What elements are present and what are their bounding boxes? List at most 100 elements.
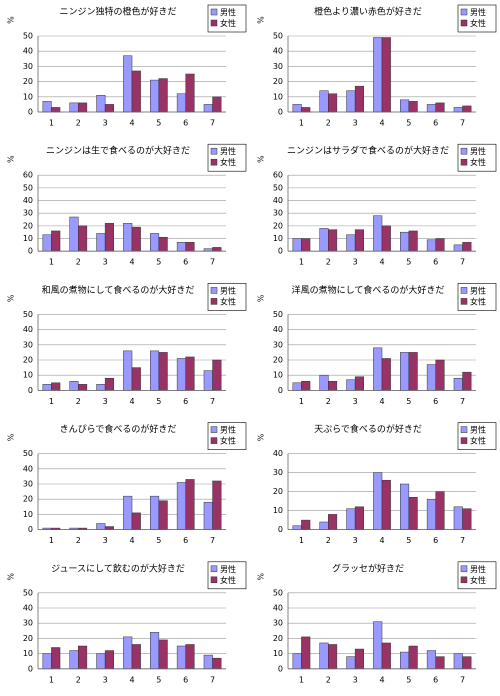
x-tick-label: 4: [129, 397, 134, 406]
x-tick-label: 4: [379, 397, 384, 406]
bar: [435, 656, 445, 670]
legend-label: 男性: [220, 425, 236, 435]
bar: [131, 70, 141, 113]
bar: [176, 482, 186, 530]
y-tick-label: 40: [23, 325, 33, 334]
bar: [150, 495, 160, 530]
y-tick-label: 0: [28, 108, 33, 117]
x-tick-label: 1: [49, 119, 54, 128]
y-tick-label: 40: [23, 196, 33, 205]
x-tick-label: 1: [49, 258, 54, 267]
bar: [203, 104, 213, 113]
bar: [51, 107, 61, 113]
x-tick-label: 2: [76, 675, 81, 684]
bar: [328, 644, 338, 670]
bar: [381, 37, 391, 113]
y-tick-label: 30: [273, 468, 283, 477]
bar: [104, 377, 114, 391]
bar: [123, 55, 133, 113]
legend-swatch: [210, 158, 218, 166]
x-tick-label: 7: [210, 119, 215, 128]
bar: [435, 238, 445, 252]
legend-label: 女性: [470, 436, 486, 446]
bar: [150, 350, 160, 391]
x-tick-label: 7: [460, 536, 465, 545]
y-tick-label: 10: [23, 234, 33, 243]
bar: [96, 95, 106, 113]
bar: [42, 653, 52, 670]
bar: [381, 358, 391, 391]
x-tick-label: 6: [433, 258, 438, 267]
legend-swatch: [460, 565, 468, 573]
y-tick-label: 50: [23, 449, 33, 458]
legend-label: 女性: [220, 575, 236, 585]
legend-swatch: [210, 565, 218, 573]
x-tick-label: 5: [406, 675, 411, 684]
x-tick-label: 5: [156, 258, 161, 267]
y-tick-label: 20: [273, 356, 283, 365]
x-tick-label: 4: [129, 258, 134, 267]
x-tick-label: 2: [326, 119, 331, 128]
bar: [131, 226, 141, 252]
x-tick-label: 7: [210, 258, 215, 267]
legend-swatch: [460, 158, 468, 166]
x-tick-label: 6: [433, 119, 438, 128]
bar: [212, 657, 222, 670]
y-tick-label: 20: [23, 356, 33, 365]
x-tick-label: 5: [406, 397, 411, 406]
bar: [131, 512, 141, 530]
bar: [354, 376, 364, 391]
bar: [150, 233, 160, 252]
x-tick-label: 6: [183, 675, 188, 684]
x-tick-label: 7: [210, 536, 215, 545]
bar: [104, 104, 114, 113]
bar: [346, 90, 356, 113]
bar: [435, 359, 445, 391]
x-tick-label: 7: [460, 258, 465, 267]
y-axis-label: %: [6, 295, 15, 303]
y-tick-label: 20: [23, 634, 33, 643]
bar: [69, 381, 79, 391]
x-tick-label: 1: [299, 397, 304, 406]
bar: [123, 495, 133, 530]
y-tick-label: 40: [273, 47, 283, 56]
bar: [453, 377, 463, 391]
bar: [158, 237, 168, 252]
bar: [301, 238, 311, 252]
legend-swatch: [460, 298, 468, 305]
bar: [328, 381, 338, 391]
x-tick-label: 3: [353, 258, 358, 267]
bar: [328, 93, 338, 113]
legend-swatch: [210, 298, 218, 305]
bar: [185, 644, 195, 670]
bar: [328, 229, 338, 252]
x-tick-label: 6: [433, 397, 438, 406]
y-axis-label: %: [6, 155, 15, 163]
bar: [292, 382, 302, 391]
bar: [453, 653, 463, 670]
bar: [123, 223, 133, 252]
y-tick-label: 60: [23, 171, 33, 180]
bar: [131, 644, 141, 670]
bar: [400, 352, 410, 391]
x-tick-label: 2: [326, 536, 331, 545]
y-tick-label: 50: [23, 32, 33, 41]
legend-swatch: [210, 576, 218, 584]
x-tick-label: 4: [379, 536, 384, 545]
x-tick-label: 3: [103, 675, 108, 684]
bar: [346, 656, 356, 670]
legend-label: 男性: [470, 146, 486, 156]
x-tick-label: 3: [353, 119, 358, 128]
bar: [462, 105, 472, 113]
y-tick-label: 0: [278, 525, 283, 534]
bar: [354, 85, 364, 113]
y-tick-label: 50: [273, 310, 283, 319]
x-tick-label: 2: [76, 119, 81, 128]
y-tick-label: 0: [278, 247, 283, 256]
bar: [346, 379, 356, 391]
y-tick-label: 40: [23, 604, 33, 613]
x-tick-label: 1: [49, 675, 54, 684]
bar: [453, 244, 463, 252]
bar: [185, 356, 195, 391]
bar: [51, 382, 61, 391]
